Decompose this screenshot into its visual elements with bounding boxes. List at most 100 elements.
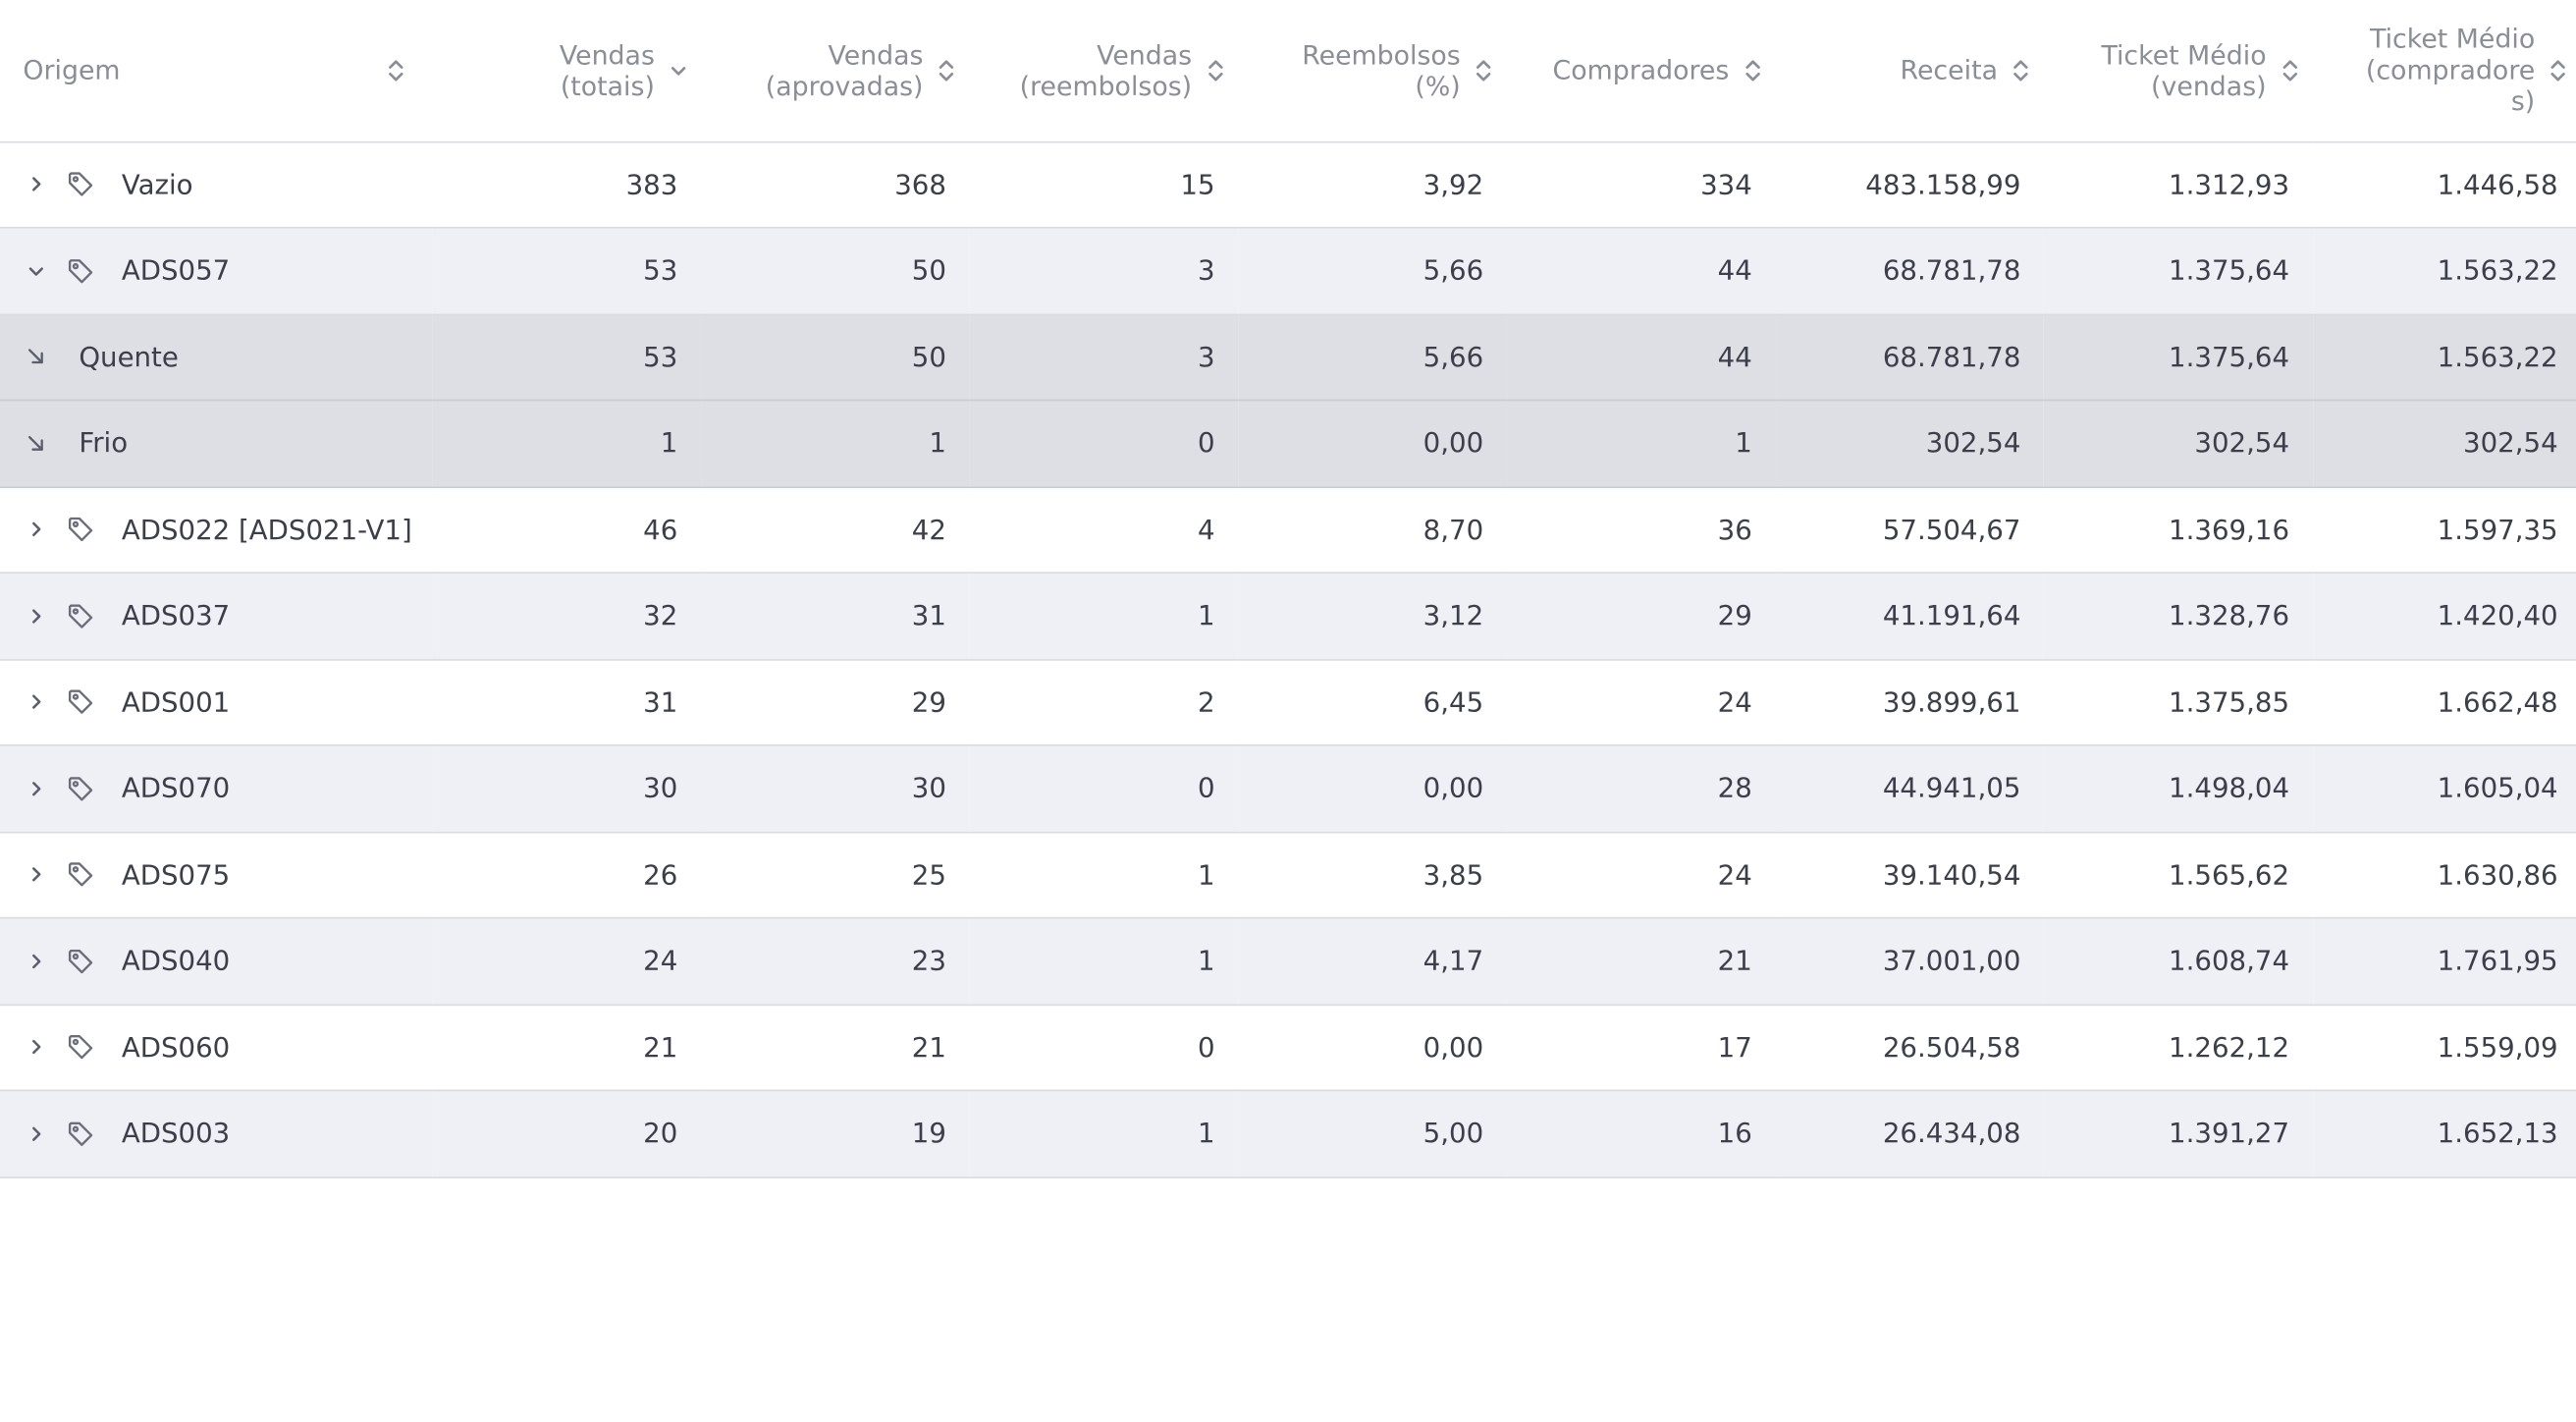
column-header-label-line: Receita xyxy=(1900,54,1998,86)
value-cell: 5,00 xyxy=(1237,1090,1507,1178)
column-header-label: Reembolsos (%) xyxy=(1302,39,1461,102)
sort-both-icon[interactable] xyxy=(383,57,409,83)
origin-cell: ADS057 xyxy=(0,227,433,315)
value-cell: 1.420,40 xyxy=(2312,573,2576,660)
sort-both-icon[interactable] xyxy=(1471,57,1497,83)
origin-label-wrap: Vazio xyxy=(23,169,432,200)
value-cell: 53 xyxy=(432,227,701,315)
table-row[interactable]: ADS001 31 29 2 6,45 24 39.899,61 1.375,85 1.662,… xyxy=(0,659,2576,746)
origin-label-wrap: ADS075 xyxy=(23,859,432,891)
sub-row[interactable]: Frio 1 1 0 0,00 1 302,54 302,54 302,54 xyxy=(0,400,2576,488)
value-cell: 26.504,58 xyxy=(1775,1004,2044,1092)
origin-label-wrap: ADS022 [ADS021-V1] xyxy=(23,514,432,545)
sales-by-origin-table: Origem Vendas (totais) Vendas (aprovadas) Ven… xyxy=(0,0,2576,1178)
table-row[interactable]: Vazio 383 368 15 3,92 334 483.158,99 1.312,93 1.… xyxy=(0,140,2576,229)
chevron-down-icon[interactable] xyxy=(23,257,49,284)
column-header-label-line: Vendas xyxy=(1097,38,1193,71)
column-header-8[interactable]: Ticket Médio (compradore s) xyxy=(2312,0,2576,142)
value-cell: 302,54 xyxy=(1775,400,2044,488)
tag-icon xyxy=(66,170,95,199)
sort-both-icon[interactable] xyxy=(2008,57,2034,83)
value-cell: 1.369,16 xyxy=(2043,486,2313,574)
sort-both-icon[interactable] xyxy=(1202,57,1228,83)
column-header-4[interactable]: Reembolsos (%) xyxy=(1237,0,1507,142)
table-row[interactable]: ADS057 53 50 3 5,66 44 68.781,78 1.375,64 1.563,… xyxy=(0,227,2576,315)
value-cell: 17 xyxy=(1506,1004,1776,1092)
chevron-right-icon[interactable] xyxy=(23,171,49,197)
origin-label-wrap: ADS057 xyxy=(23,255,432,287)
sort-both-icon[interactable] xyxy=(1739,57,1765,83)
origin-label-wrap: ADS001 xyxy=(23,686,432,718)
column-header-label: Receita xyxy=(1901,55,1998,86)
chevron-right-icon[interactable] xyxy=(23,948,49,974)
value-cell: 41.191,64 xyxy=(1775,573,2044,660)
column-header-label-line: Reembolsos xyxy=(1302,38,1461,71)
chevron-right-icon[interactable] xyxy=(23,517,49,543)
column-header-label-line: (vendas) xyxy=(2151,70,2267,102)
column-header-label: Ticket Médio (vendas) xyxy=(2101,39,2266,102)
chevron-right-icon[interactable] xyxy=(23,861,49,888)
value-cell: 3 xyxy=(969,313,1238,402)
value-cell: 1.597,35 xyxy=(2312,486,2576,574)
value-cell: 21 xyxy=(1506,917,1776,1006)
value-cell: 39.899,61 xyxy=(1775,659,2044,746)
value-cell: 36 xyxy=(1506,486,1776,574)
origin-name: ADS057 xyxy=(121,254,231,287)
value-cell: 50 xyxy=(700,313,970,402)
column-header-3[interactable]: Vendas (reembolsos) xyxy=(969,0,1238,142)
value-cell: 0 xyxy=(969,400,1238,488)
value-cell: 44 xyxy=(1506,313,1776,402)
sort-desc-icon[interactable] xyxy=(665,57,691,83)
table-row[interactable]: ADS060 21 21 0 0,00 17 26.504,58 1.262,12 1.559,… xyxy=(0,1004,2576,1092)
column-header-label-line: (reembolsos) xyxy=(1019,70,1193,102)
column-header-label-line: Vendas xyxy=(828,38,924,71)
value-cell: 26.434,08 xyxy=(1775,1090,2044,1178)
value-cell: 1.446,58 xyxy=(2312,140,2576,229)
table-row[interactable]: ADS003 20 19 1 5,00 16 26.434,08 1.391,27 1.652,… xyxy=(0,1090,2576,1178)
value-cell: 1.563,22 xyxy=(2312,227,2576,315)
column-header-2[interactable]: Vendas (aprovadas) xyxy=(700,0,970,142)
column-header-7[interactable]: Ticket Médio (vendas) xyxy=(2043,0,2313,142)
chevron-right-icon[interactable] xyxy=(23,1121,49,1147)
sort-both-icon[interactable] xyxy=(2277,57,2303,83)
column-header-5[interactable]: Compradores xyxy=(1506,0,1776,142)
column-header-1[interactable]: Vendas (totais) xyxy=(432,0,701,142)
sort-both-icon[interactable] xyxy=(934,57,960,83)
table-row[interactable]: ADS070 30 30 0 0,00 28 44.941,05 1.498,04 1.605,… xyxy=(0,744,2576,833)
origin-cell: ADS040 xyxy=(0,917,433,1006)
origin-name: Quente xyxy=(79,341,179,373)
value-cell: 1 xyxy=(700,400,970,488)
chevron-right-icon[interactable] xyxy=(23,775,49,801)
value-cell: 383 xyxy=(432,140,701,229)
value-cell: 1.375,64 xyxy=(2043,313,2313,402)
value-cell: 16 xyxy=(1506,1090,1776,1178)
table-row[interactable]: ADS040 24 23 1 4,17 21 37.001,00 1.608,74 1.761,… xyxy=(0,917,2576,1006)
column-header-label-line: s) xyxy=(2510,85,2536,118)
origin-cell: ADS060 xyxy=(0,1004,433,1092)
column-header-label: Vendas (totais) xyxy=(560,39,655,102)
origin-name: ADS060 xyxy=(121,1031,231,1064)
origin-cell: Vazio xyxy=(0,140,433,229)
chevron-right-icon[interactable] xyxy=(23,1034,49,1061)
column-header-6[interactable]: Receita xyxy=(1775,0,2044,142)
value-cell: 24 xyxy=(432,917,701,1006)
tag-icon xyxy=(66,687,95,717)
table-row[interactable]: ADS022 [ADS021-V1] 46 42 4 8,70 36 57.504,67 1.… xyxy=(0,486,2576,574)
column-header-label-line: Ticket Médio xyxy=(2370,23,2536,55)
chevron-right-icon[interactable] xyxy=(23,603,49,629)
value-cell: 23 xyxy=(700,917,970,1006)
column-header-0[interactable]: Origem xyxy=(0,0,433,142)
value-cell: 6,45 xyxy=(1237,659,1507,746)
value-cell: 1.328,76 xyxy=(2043,573,2313,660)
chevron-right-icon[interactable] xyxy=(23,689,49,716)
value-cell: 1.605,04 xyxy=(2312,744,2576,833)
value-cell: 68.781,78 xyxy=(1775,313,2044,402)
sort-both-icon[interactable] xyxy=(2545,57,2571,83)
value-cell: 5,66 xyxy=(1237,313,1507,402)
table-header: Origem Vendas (totais) Vendas (aprovadas) Ven… xyxy=(0,0,2576,142)
table-row[interactable]: ADS037 32 31 1 3,12 29 41.191,64 1.328,76 1.420,… xyxy=(0,573,2576,660)
value-cell: 1 xyxy=(969,573,1238,660)
sub-row[interactable]: Quente 53 50 3 5,66 44 68.781,78 1.375,64 1.563,… xyxy=(0,313,2576,402)
table-row[interactable]: ADS075 26 25 1 3,85 24 39.140,54 1.565,62 1.630,… xyxy=(0,831,2576,919)
origin-label-wrap: ADS037 xyxy=(23,600,432,631)
